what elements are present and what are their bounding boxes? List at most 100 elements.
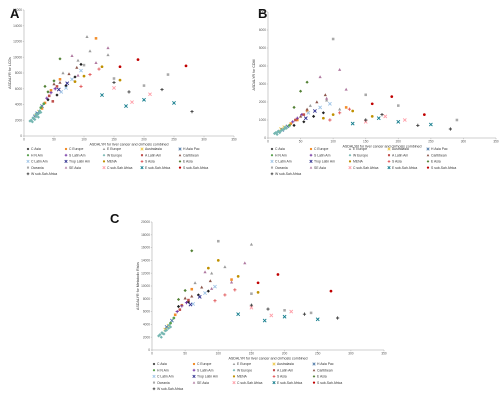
data-point xyxy=(331,37,335,41)
data-point xyxy=(118,78,122,82)
data-point xyxy=(338,111,342,115)
data-point xyxy=(276,129,281,133)
data-point xyxy=(217,239,220,243)
data-point xyxy=(76,58,80,62)
series-0 xyxy=(46,62,83,102)
data-point xyxy=(160,87,164,92)
legend-marker xyxy=(178,160,182,163)
series-6 xyxy=(291,113,304,124)
series-5 xyxy=(39,102,46,110)
data-point xyxy=(203,291,207,295)
data-point xyxy=(296,118,299,122)
legend-label: W sub-Sah Africa xyxy=(157,387,183,391)
y-tick-label: 14000 xyxy=(141,259,150,263)
x-tick-label: 350 xyxy=(381,352,387,356)
data-point xyxy=(298,89,303,93)
data-point xyxy=(289,309,294,314)
legend-label: W Europe xyxy=(237,368,252,372)
data-point xyxy=(158,333,162,337)
data-point xyxy=(130,100,134,105)
data-point xyxy=(47,94,51,98)
series-20 xyxy=(112,80,194,114)
legend-marker xyxy=(26,147,30,151)
y-tick-label: 2000 xyxy=(15,118,22,122)
series-13 xyxy=(213,288,237,303)
data-point xyxy=(275,132,279,136)
data-point xyxy=(39,106,43,110)
data-point xyxy=(136,58,140,61)
legend-label: S Asia xyxy=(392,160,402,164)
legend-label: SE Asia xyxy=(69,166,81,170)
legend-marker xyxy=(232,375,236,378)
data-point xyxy=(213,284,217,289)
y-tick-label: 8000 xyxy=(15,71,22,75)
legend-label: E sub-Sah Africa xyxy=(145,166,170,170)
data-point xyxy=(188,302,193,307)
series-15 xyxy=(82,63,170,87)
series-19 xyxy=(118,58,188,69)
data-point xyxy=(249,303,254,307)
data-point xyxy=(183,288,187,293)
y-tick-label: 16000 xyxy=(141,246,150,250)
legend-marker xyxy=(312,368,316,372)
data-point xyxy=(306,110,311,115)
legend-label: MENA xyxy=(237,375,248,379)
data-point xyxy=(32,117,36,121)
legend-marker xyxy=(270,172,274,176)
x-tick-label: 300 xyxy=(461,140,467,144)
data-point xyxy=(112,77,116,80)
x-tick-label: 200 xyxy=(282,352,288,356)
data-point xyxy=(70,77,74,82)
series-15 xyxy=(217,239,313,315)
data-point xyxy=(34,114,38,118)
data-point xyxy=(322,116,325,120)
data-point xyxy=(79,68,83,73)
legend-marker xyxy=(178,166,182,169)
data-point xyxy=(302,120,306,124)
data-point xyxy=(159,335,163,339)
series-6 xyxy=(45,87,57,100)
data-point xyxy=(249,305,254,310)
data-point xyxy=(82,63,86,67)
data-point xyxy=(61,71,65,75)
data-point xyxy=(329,289,333,293)
legend-label: C sub-Sah Africa xyxy=(353,166,379,170)
data-point xyxy=(106,53,110,57)
y-tick-label: 7000 xyxy=(259,10,266,14)
y-tick-label: 8000 xyxy=(143,297,150,301)
data-point xyxy=(428,122,433,127)
x-axis-title: ASDALYR for liver cancer and cirrhosis c… xyxy=(228,357,307,361)
data-point xyxy=(49,91,53,95)
series-17 xyxy=(249,305,294,318)
legend-label: A Latin Am xyxy=(145,153,161,157)
legend-marker xyxy=(192,362,196,366)
x-tick-label: 200 xyxy=(141,138,147,142)
legend-label: SE Asia xyxy=(197,381,209,385)
legend-marker xyxy=(348,147,352,151)
series-7 xyxy=(272,125,288,136)
legend-label: C Latin Am xyxy=(31,160,48,164)
data-point xyxy=(282,314,287,319)
legend-marker xyxy=(140,165,144,170)
data-point xyxy=(283,309,286,312)
legend-marker xyxy=(178,147,182,151)
panel-c: C020004000600080001000012000140001600018… xyxy=(110,211,387,391)
data-point xyxy=(380,113,384,117)
y-tick-label: 6000 xyxy=(143,310,150,314)
legend-marker xyxy=(348,160,352,163)
data-point xyxy=(52,82,56,86)
data-point xyxy=(376,116,381,121)
legend-marker xyxy=(232,362,236,366)
data-point xyxy=(88,49,92,53)
x-tick-label: 100 xyxy=(330,140,336,144)
data-point xyxy=(336,316,340,320)
legend-marker xyxy=(26,154,30,157)
data-point xyxy=(53,87,57,91)
data-point xyxy=(148,92,152,97)
legend-marker xyxy=(140,154,144,157)
legend-marker xyxy=(270,154,274,157)
series-16 xyxy=(203,261,247,290)
data-point xyxy=(169,321,172,325)
x-tick-label: 300 xyxy=(348,352,354,356)
data-point xyxy=(256,281,260,285)
